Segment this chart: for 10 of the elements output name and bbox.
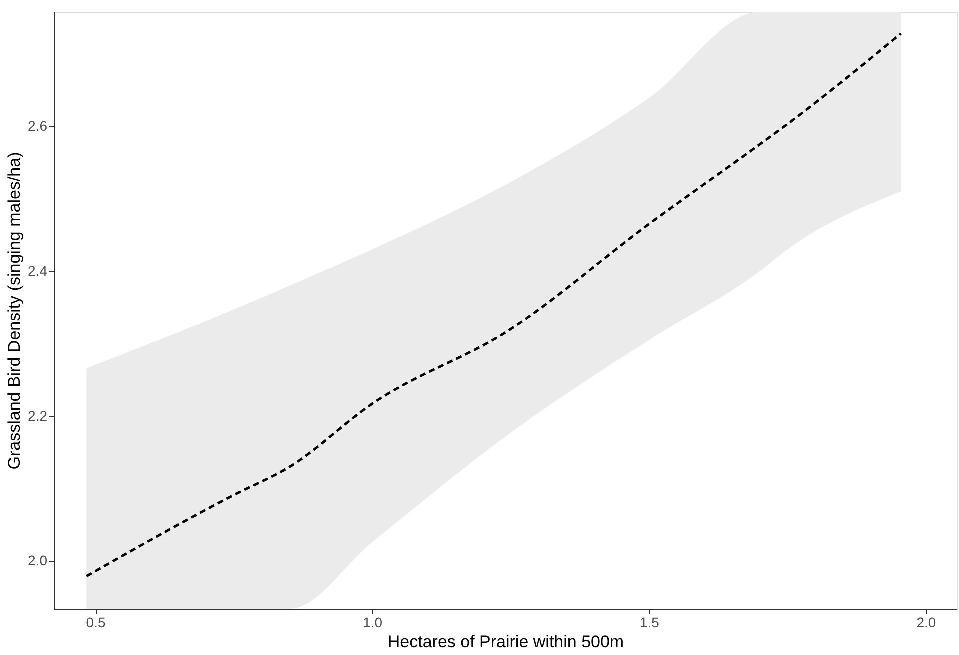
y-tick-label: 2.0 xyxy=(28,552,48,569)
x-axis-title: Hectares of Prairie within 500m xyxy=(388,632,624,652)
x-tick-label: 1.5 xyxy=(640,614,660,630)
y-tick-label: 2.4 xyxy=(28,262,48,279)
y-tick-label: 2.6 xyxy=(28,118,48,134)
x-tick-label: 0.5 xyxy=(86,614,106,630)
y-axis-title: Grassland Bird Density (singing males/ha) xyxy=(5,152,24,470)
x-tick-label: 1.0 xyxy=(363,614,383,630)
x-tick-label: 2.0 xyxy=(916,614,936,630)
y-tick-label: 2.2 xyxy=(28,408,48,424)
